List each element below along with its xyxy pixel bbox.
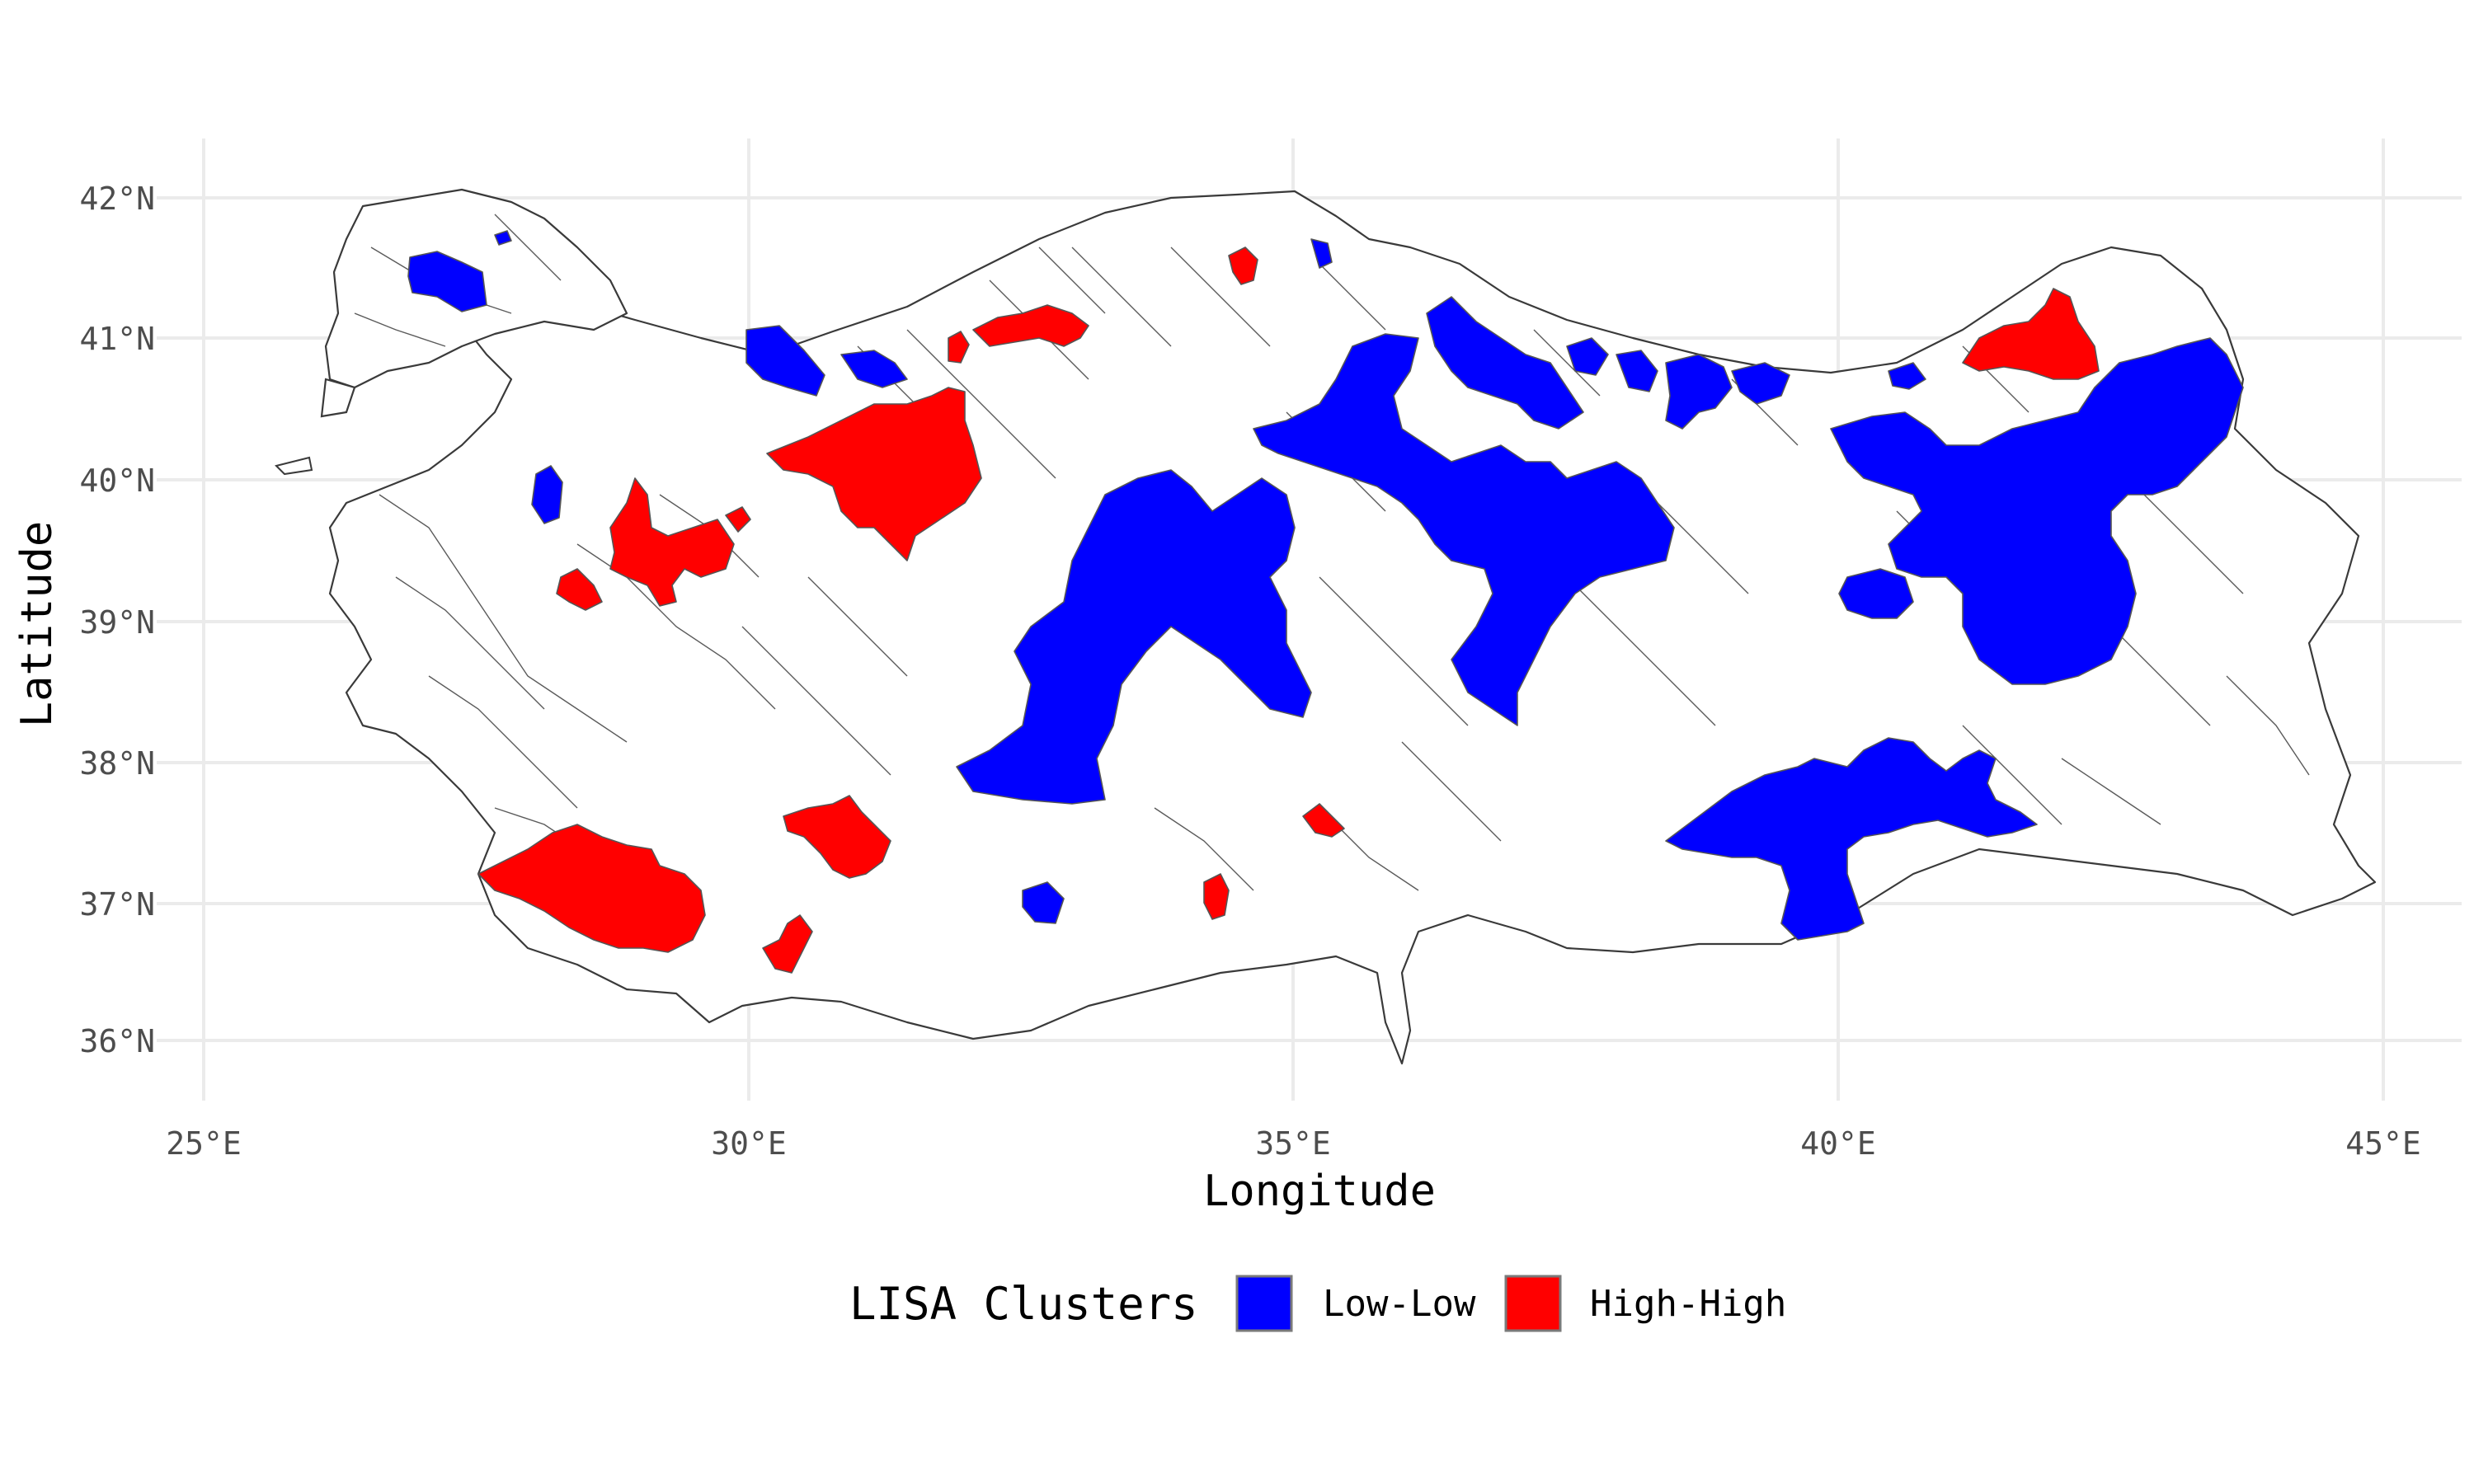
cluster-low-low-thrace <box>407 251 487 312</box>
y-axis-ticks: 42°N 41°N 40°N 39°N 38°N 37°N 36°N <box>79 181 155 1059</box>
cluster-high-high-sakarya-small <box>948 331 970 364</box>
cluster-low-low-tokat-small-1 <box>1566 337 1609 376</box>
y-axis-title: Latitude <box>12 521 62 727</box>
cluster-low-low-mersin <box>1022 881 1065 924</box>
cluster-low-low-duzce <box>840 350 908 388</box>
y-tick-label: 40°N <box>79 463 155 499</box>
y-tick-label: 38°N <box>79 745 155 782</box>
island <box>275 456 313 476</box>
cluster-low-low-tokat-small-2 <box>1616 350 1658 392</box>
cluster-high-high-ardahan-artvin <box>1962 288 2100 380</box>
cluster-high-high-zonguldak-karabuk <box>972 304 1089 347</box>
cluster-high-high-eskisehir-small <box>725 506 751 533</box>
legend-key-low-low <box>1235 1275 1293 1332</box>
x-axis-title: Longitude <box>1203 1167 1436 1216</box>
cluster-low-low-rize <box>1888 362 1926 390</box>
high-high-clusters <box>477 247 2100 974</box>
cluster-high-high-bolu-bilecik <box>766 387 982 561</box>
cluster-high-high-antalya <box>762 914 813 974</box>
x-tick-label: 35°E <box>1255 1125 1331 1162</box>
cluster-high-high-adana <box>1203 873 1230 920</box>
cluster-high-high-kutahya <box>609 477 735 607</box>
cluster-low-low-black-sea-coast <box>1310 238 1333 269</box>
legend-key-high-high <box>1504 1275 1562 1332</box>
legend-title: LISA Clusters <box>849 1278 1198 1330</box>
cluster-low-low-southeast <box>1665 737 2038 941</box>
cluster-low-low-east <box>1830 337 2244 685</box>
cluster-low-low-sivas-north <box>1426 296 1584 430</box>
y-tick-label: 42°N <box>79 181 155 217</box>
legend: LISA Clusters Low-Low High-High <box>849 1275 1786 1332</box>
cluster-low-low-giresun-coast <box>1731 362 1790 405</box>
y-tick-label: 36°N <box>79 1023 155 1059</box>
y-tick-label: 39°N <box>79 604 155 641</box>
x-axis-ticks: 25°E 30°E 35°E 40°E 45°E <box>166 1125 2421 1162</box>
x-tick-label: 45°E <box>2345 1125 2421 1162</box>
y-tick-label: 41°N <box>79 321 155 357</box>
cluster-high-high-mugla-aydin <box>477 824 706 953</box>
legend-label-low-low: Low-Low <box>1323 1283 1476 1325</box>
legend-label-high-high: High-High <box>1590 1283 1786 1325</box>
cluster-high-high-kutahya-west <box>556 568 603 611</box>
cluster-low-low-elazig <box>1838 568 1914 619</box>
low-low-clusters <box>407 230 2244 941</box>
gallipoli-peninsula <box>320 378 356 418</box>
cluster-low-low-balikesir <box>531 465 563 524</box>
y-tick-label: 37°N <box>79 886 155 923</box>
cluster-low-low-ordu-giresun <box>1665 354 1733 430</box>
x-tick-label: 30°E <box>711 1125 787 1162</box>
cluster-low-low-thrace-small <box>494 230 512 246</box>
x-tick-label: 25°E <box>166 1125 242 1162</box>
cluster-low-low-sakarya <box>745 325 825 397</box>
cluster-high-high-burdur-isparta <box>783 795 891 879</box>
x-tick-label: 40°E <box>1800 1125 1876 1162</box>
cluster-high-high-kahramanmaras <box>1302 803 1345 838</box>
cluster-high-high-kastamonu <box>1228 247 1258 285</box>
cluster-low-low-central-west <box>956 469 1312 805</box>
cluster-low-low-kirsehir-yozgat <box>1253 333 1675 726</box>
